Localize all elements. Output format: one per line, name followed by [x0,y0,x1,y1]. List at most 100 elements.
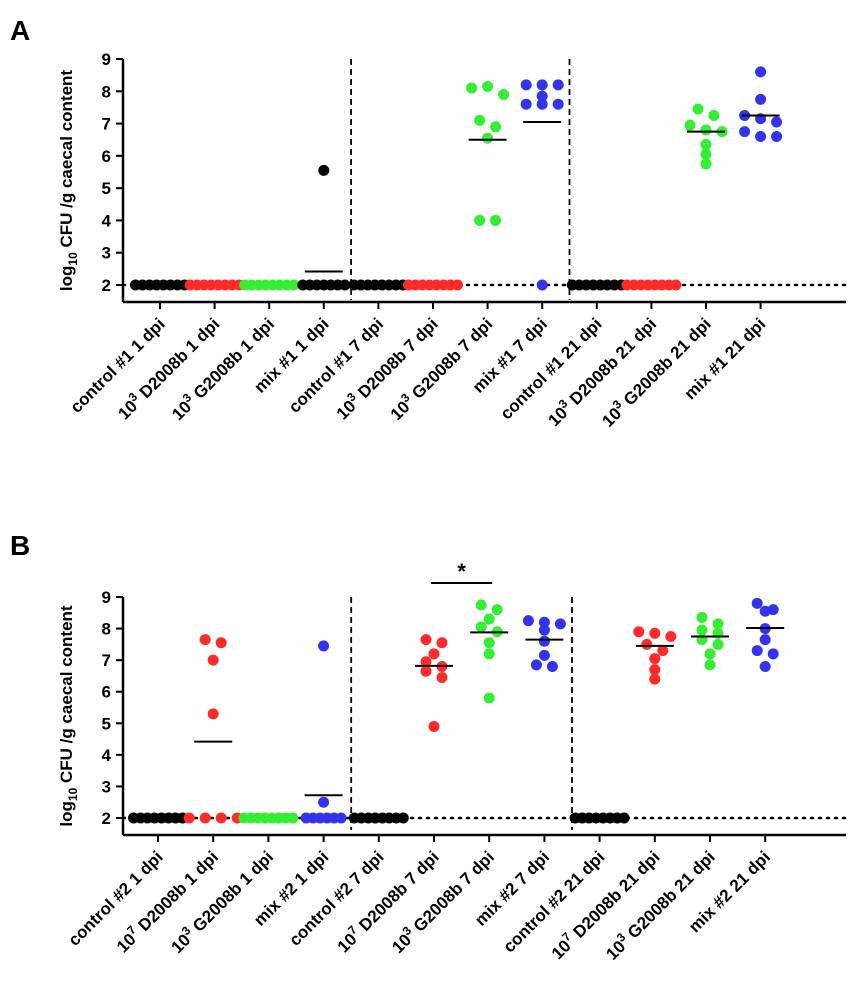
data-point [483,648,495,660]
data-point [475,599,487,611]
y-tick-label: 5 [102,714,111,733]
data-point [712,638,724,650]
data-point [287,812,299,824]
data-point [466,82,478,94]
y-axis-label: log10 CFU /g caecal content [57,605,80,827]
data-point [649,653,661,665]
category-label: control #2 21 dpi [499,847,608,956]
data-point [436,637,448,649]
data-point [483,637,495,649]
data-point [318,640,330,652]
category-label: 107 D2008b 7 dpi [332,845,443,956]
data-point [704,659,716,671]
data-point [712,618,724,630]
category-label: control #2 1 dpi [65,847,167,949]
data-point [520,79,532,91]
y-tick-label: 8 [102,620,111,639]
y-tick-label: 7 [102,651,111,670]
data-point [490,214,502,226]
data-point [207,708,219,720]
data-point [696,612,708,624]
data-point [771,116,783,128]
data-point [288,279,300,291]
data-point [759,634,771,646]
data-point [696,624,708,636]
data-point [708,110,720,121]
data-point [452,279,463,291]
category-label: control #2 7 dpi [285,847,387,949]
data-point [215,637,227,649]
data-point [554,618,566,630]
data-point [428,648,440,660]
data-point [536,79,548,91]
data-point [755,130,767,142]
category-label: 103 G2008b 1 dpi [165,845,277,957]
data-point [215,812,227,824]
data-point [618,812,630,824]
data-point [335,812,347,824]
data-point [538,624,550,636]
y-tick-label: 5 [102,179,111,198]
data-point [649,673,661,685]
data-point [700,139,712,151]
data-point [318,796,330,808]
data-point [538,635,550,647]
y-tick-label: 3 [102,244,111,263]
data-point [670,279,682,291]
data-point [474,214,486,226]
data-point [522,615,534,627]
data-point [475,621,487,633]
data-point [704,648,716,660]
data-point [490,121,502,133]
data-point [491,604,503,616]
data-point [700,124,712,136]
y-axis-label: log10 CFU /g caecal content [57,70,80,292]
y-tick-label: 3 [102,777,111,796]
data-point [520,98,532,110]
y-tick-label: 6 [102,147,111,166]
data-point [767,648,779,660]
data-point [538,616,550,628]
data-point [420,656,432,668]
significance-label: * [457,559,466,584]
data-point [684,119,696,131]
data-point [755,66,767,78]
data-point [428,720,440,732]
data-point [633,626,645,638]
data-point [739,126,751,138]
data-point [397,812,409,824]
data-point [751,645,763,657]
y-tick-label: 7 [102,115,111,134]
data-point [649,627,661,639]
data-point [657,645,669,657]
y-tick-label: 4 [102,211,112,230]
data-point [318,164,330,176]
data-point [759,605,771,617]
data-point [199,812,211,824]
data-point [692,103,704,115]
category-label: 103 D2008b 1 dpi [112,312,223,423]
data-point [665,630,677,642]
data-point [755,93,767,105]
chart-panel-B: B 2 3 4 5 6 7 8 9 log10 CFU /g caecal content * con… [10,530,848,964]
data-point [420,665,432,677]
y-tick-label: 6 [102,683,111,702]
chart-panel-A: A 2 3 4 5 6 7 8 9 log10 CFU /g caecal content cont… [10,15,848,431]
data-point [536,279,548,291]
y-tick-label: 9 [102,50,111,69]
data-point [207,654,219,666]
data-point [546,660,558,672]
category-label: control #1 1 dpi [67,314,169,416]
data-point [536,98,548,110]
data-point [536,90,548,102]
data-point [420,634,432,646]
data-point [649,664,661,676]
data-point [339,279,351,291]
data-point [759,660,771,672]
data-point [483,692,495,704]
data-point [474,114,486,126]
y-tick-label: 2 [102,276,111,295]
category-label: control #1 7 dpi [285,314,387,416]
data-point [771,130,783,142]
